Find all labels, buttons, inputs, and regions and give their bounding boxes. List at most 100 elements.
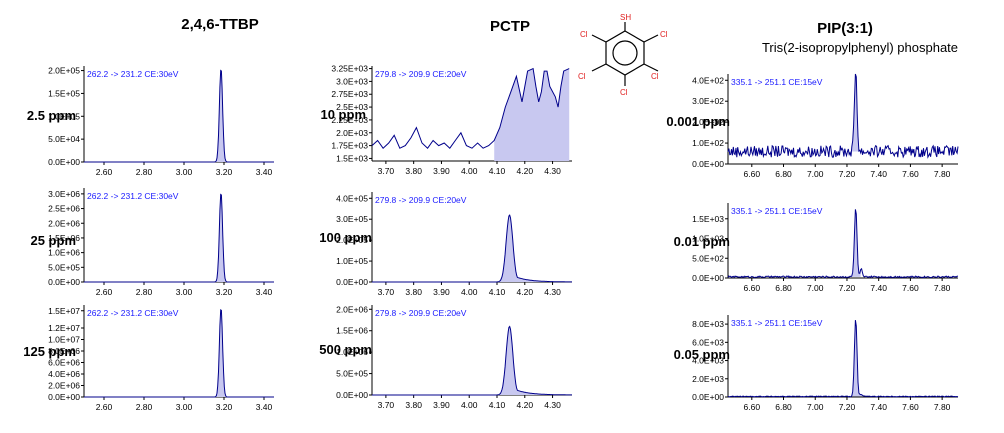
- x-tick-label: 3.20: [216, 287, 233, 297]
- y-tick-label: 5.0E+05: [336, 369, 368, 379]
- y-tick-label: 4.0E+03: [692, 356, 724, 366]
- atom-cl-bottom-right: Cl: [651, 72, 659, 81]
- y-tick-label: 1.0E+03: [692, 234, 724, 244]
- y-tick-label: 0.0E+00: [48, 392, 80, 402]
- x-tick-label: 6.80: [775, 283, 792, 293]
- x-tick-label: 4.00: [461, 166, 478, 176]
- y-tick-label: 1.0E+02: [692, 138, 724, 148]
- y-tick-label: 2.75E+03: [331, 89, 368, 99]
- chromatogram-svg: 0.0E+00 5.0E+05 1.0E+06 1.5E+06 2.0E+06 3.70 3…: [336, 304, 572, 410]
- chromatogram-svg: 0.0E+00 1.0E+05 2.0E+05 3.0E+05 4.0E+05 3.70 3…: [336, 192, 572, 297]
- y-tick-label: 2.0E+06: [48, 218, 80, 228]
- row-label-pctp-3: 500 ppm: [319, 342, 372, 357]
- y-tick-label: 0.0E+00: [692, 392, 724, 402]
- transition-label: 279.8 -> 209.9 CE:20eV: [375, 308, 467, 318]
- x-tick-label: 4.00: [461, 287, 478, 297]
- transition-label: 279.8 -> 209.9 CE:20eV: [375, 195, 467, 205]
- chromatogram-trace: [727, 73, 959, 159]
- x-tick-label: 7.80: [934, 283, 951, 293]
- x-tick-label: 7.40: [870, 169, 887, 179]
- y-tick-label: 2.0E+06: [48, 381, 80, 391]
- y-tick-label: 1.5E+06: [48, 233, 80, 243]
- x-tick-label: 3.00: [176, 402, 193, 412]
- peak-area: [850, 209, 861, 277]
- chromatogram-trace: [372, 325, 572, 396]
- x-tick-label: 2.80: [136, 287, 153, 297]
- x-tick-label: 7.00: [807, 402, 824, 412]
- y-tick-label: 1.5E+03: [692, 214, 724, 224]
- y-tick-label: 1.5E+06: [336, 326, 368, 336]
- chromatogram-trace: [84, 69, 274, 163]
- x-tick-label: 3.80: [405, 400, 422, 410]
- x-tick-label: 7.60: [902, 169, 919, 179]
- transition-label: 335.1 -> 251.1 CE:15eV: [731, 206, 823, 216]
- chromatogram-ttbp-2-5ppm: 0.0E+00 5.0E+04 1.0E+05 1.5E+05 2.0E+05 2.60 2…: [48, 66, 280, 184]
- y-tick-label: 1.5E+05: [48, 88, 80, 98]
- x-tick-label: 7.60: [902, 402, 919, 412]
- x-tick-label: 2.80: [136, 402, 153, 412]
- row-label-pip-1: 0.001 ppm: [666, 114, 730, 129]
- x-tick-label: 3.40: [256, 287, 273, 297]
- x-tick-label: 4.30: [544, 400, 561, 410]
- y-tick-label: 3.0E+02: [692, 96, 724, 106]
- y-tick-label: 5.0E+04: [48, 134, 80, 144]
- y-tick-label: 1.2E+07: [48, 323, 80, 333]
- y-tick-label: 5.0E+02: [692, 253, 724, 263]
- atom-cl-bottom: Cl: [620, 88, 628, 97]
- x-tick-label: 4.20: [517, 287, 534, 297]
- chromatogram-trace: [84, 308, 274, 398]
- y-tick-label: 0.0E+00: [692, 273, 724, 283]
- peak-area: [850, 320, 874, 397]
- chromatogram-pip-0-01ppm: 0.0E+00 5.0E+02 1.0E+03 1.5E+03 6.60 6.80 7.00…: [692, 203, 964, 300]
- y-tick-label: 2.5E+06: [48, 204, 80, 214]
- y-tick-label: 8.0E+03: [692, 319, 724, 329]
- atom-cl-bottom-left: Cl: [578, 72, 586, 81]
- x-tick-label: 3.70: [378, 166, 395, 176]
- transition-label: 279.8 -> 209.9 CE:20eV: [375, 69, 467, 79]
- row-label-pctp-2: 100 ppm: [319, 230, 372, 245]
- y-tick-label: 6.0E+06: [48, 358, 80, 368]
- y-tick-label: 1.0E+06: [48, 248, 80, 258]
- y-tick-label: 2.0E+06: [336, 304, 368, 314]
- y-tick-label: 6.0E+03: [692, 337, 724, 347]
- atom-sh: SH: [620, 13, 631, 22]
- x-tick-label: 7.20: [839, 402, 856, 412]
- chromatogram-pctp-500ppm: 0.0E+00 5.0E+05 1.0E+06 1.5E+06 2.0E+06 3.70 3…: [336, 304, 578, 417]
- chromatogram-trace: [84, 193, 274, 283]
- y-tick-label: 4.0E+02: [692, 75, 724, 85]
- y-tick-label: 3.0E+06: [48, 189, 80, 199]
- y-tick-label: 1.0E+05: [48, 111, 80, 121]
- peak-area: [496, 326, 572, 395]
- y-tick-label: 0.0E+00: [336, 390, 368, 400]
- y-tick-label: 1.0E+05: [336, 256, 368, 266]
- x-tick-label: 7.20: [839, 283, 856, 293]
- x-tick-label: 6.80: [775, 169, 792, 179]
- column-title-pip: PIP(3:1): [817, 20, 873, 37]
- transition-label: 335.1 -> 251.1 CE:15eV: [731, 318, 823, 328]
- y-tick-label: 2.0E+03: [692, 374, 724, 384]
- x-tick-label: 3.80: [405, 166, 422, 176]
- x-tick-label: 4.20: [517, 166, 534, 176]
- y-tick-label: 2.25E+03: [331, 115, 368, 125]
- x-tick-label: 7.80: [934, 169, 951, 179]
- y-tick-label: 2.0E+02: [692, 117, 724, 127]
- chromatogram-svg: 0.0E+00 2.0E+03 4.0E+03 6.0E+03 8.0E+03 6.60 6…: [692, 315, 959, 412]
- row-label-ttbp-1: 2.5 ppm: [26, 108, 76, 123]
- y-tick-label: 1.75E+03: [331, 141, 368, 151]
- y-tick-label: 4.0E+05: [336, 193, 368, 203]
- transition-label: 262.2 -> 231.2 CE:30eV: [87, 308, 179, 318]
- x-tick-label: 4.30: [544, 166, 561, 176]
- chromatogram-trace: [372, 214, 572, 283]
- y-tick-label: 2.0E+03: [336, 128, 368, 138]
- y-tick-label: 0.0E+00: [48, 157, 80, 167]
- column-title-ttbp: 2,4,6-TTBP: [181, 16, 259, 33]
- x-tick-label: 3.20: [216, 167, 233, 177]
- x-tick-label: 3.90: [433, 400, 450, 410]
- x-tick-label: 2.60: [96, 287, 113, 297]
- y-tick-label: 1.5E+03: [336, 153, 368, 163]
- x-tick-label: 3.80: [405, 287, 422, 297]
- row-label-pip-3: 0.05 ppm: [673, 347, 730, 362]
- x-tick-label: 7.60: [902, 283, 919, 293]
- x-tick-label: 3.00: [176, 287, 193, 297]
- y-tick-label: 1.0E+07: [48, 335, 80, 345]
